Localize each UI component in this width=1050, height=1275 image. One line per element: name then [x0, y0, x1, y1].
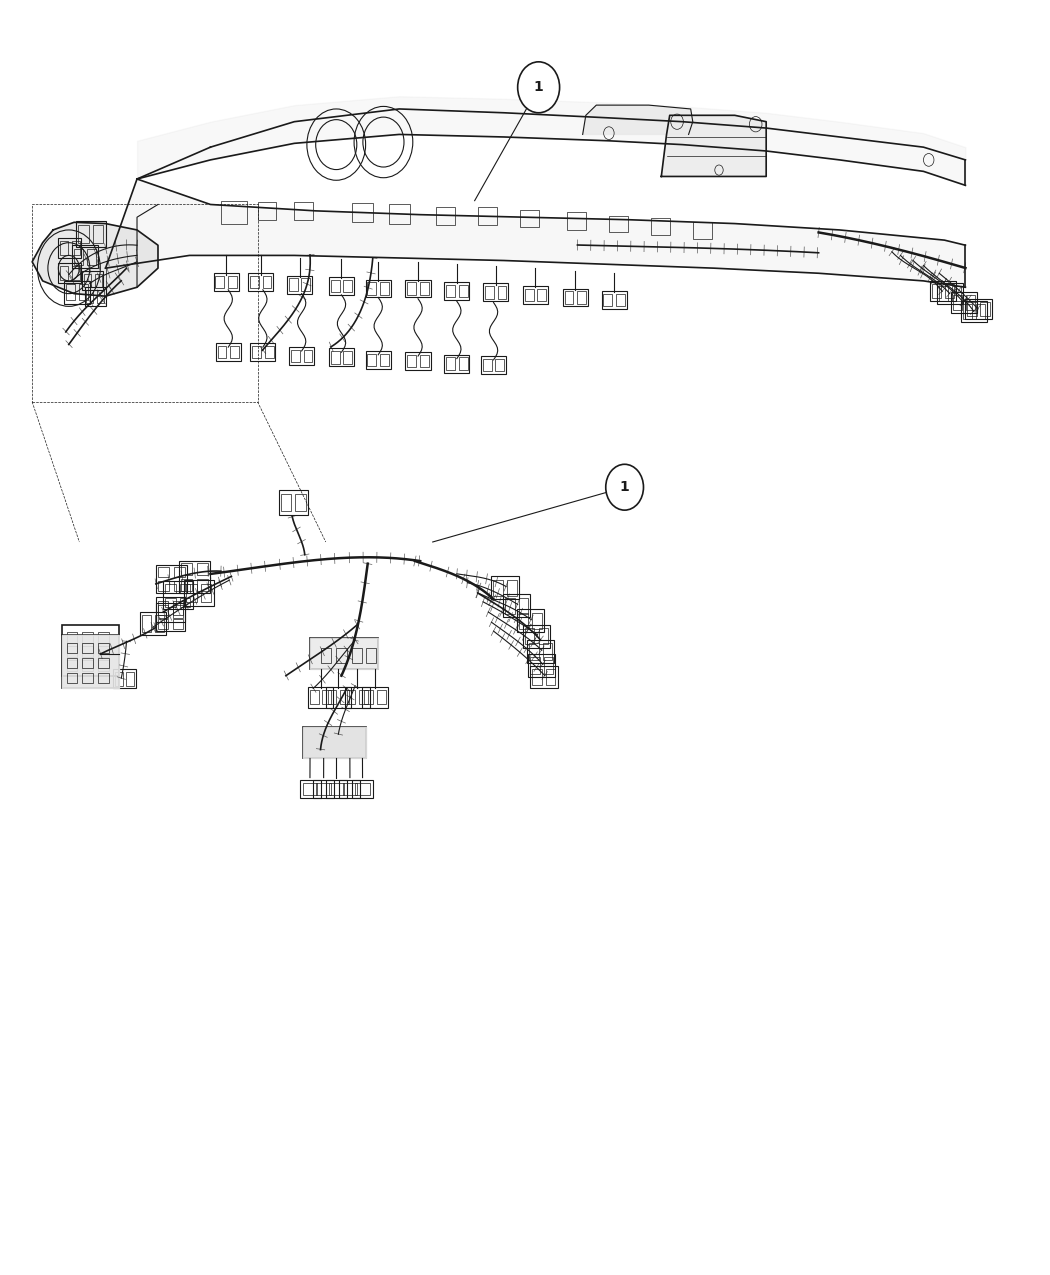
Polygon shape — [33, 222, 158, 296]
Polygon shape — [583, 105, 693, 134]
Circle shape — [606, 464, 644, 510]
Circle shape — [518, 61, 560, 112]
Polygon shape — [62, 635, 120, 689]
Polygon shape — [662, 115, 766, 176]
Polygon shape — [106, 179, 965, 287]
Text: 1: 1 — [533, 80, 544, 94]
Polygon shape — [302, 727, 365, 759]
Polygon shape — [310, 638, 378, 669]
Text: 1: 1 — [620, 481, 630, 495]
